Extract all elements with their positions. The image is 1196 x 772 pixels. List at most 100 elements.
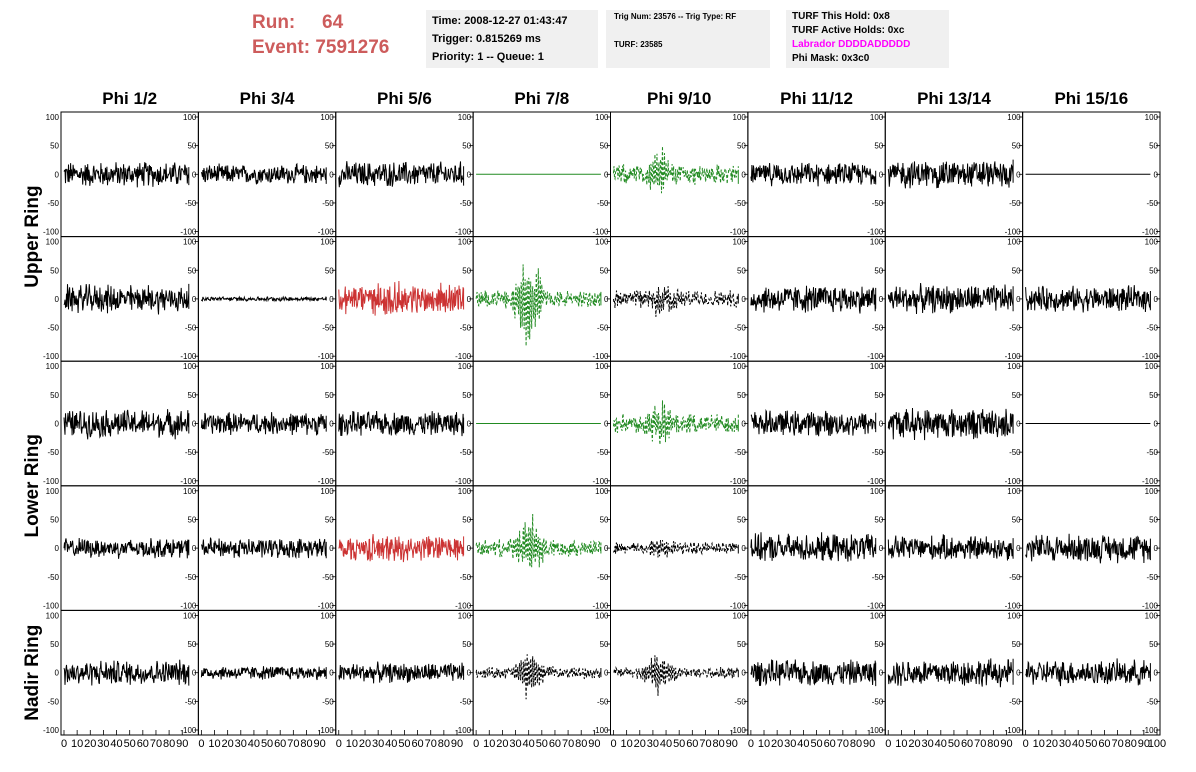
y-tick-label-right: -50 [597, 199, 609, 208]
x-tick-label: 60 [274, 738, 286, 750]
y-tick-label-right: -50 [872, 199, 884, 208]
y-tick-label-right: -50 [460, 448, 472, 457]
x-tick-label: 30 [509, 738, 521, 750]
y-tick-label-right: 50 [737, 266, 746, 275]
y-tick-label-right: 50 [187, 515, 196, 524]
y-tick-label: 100 [46, 487, 60, 496]
x-tick-label: 30 [97, 738, 109, 750]
ring-label-3: Nadir Ring [22, 625, 43, 721]
x-tick-label: 60 [1098, 738, 1110, 750]
y-tick-label-right: -100 [1005, 228, 1022, 237]
x-tick-label: 70 [150, 738, 162, 750]
y-tick-label-right: 100 [1145, 238, 1159, 247]
y-tick-label-right: 0 [329, 170, 334, 179]
y-tick-label-right: -50 [734, 573, 746, 582]
x-tick-label: 60 [686, 738, 698, 750]
x-tick-label: 80 [987, 738, 999, 750]
y-tick-label-right: -50 [872, 448, 884, 457]
y-tick-label-right: -50 [734, 324, 746, 333]
y-tick-label-right: 0 [741, 420, 746, 429]
y-tick-label-right: 100 [458, 611, 472, 620]
y-tick-label-right: 50 [737, 515, 746, 524]
x-tick-label: 20 [908, 738, 920, 750]
trace-r5-c7 [887, 658, 1014, 688]
x-tick-label: 40 [660, 738, 672, 750]
y-tick-label-right: -100 [318, 726, 335, 735]
y-tick-label-right: 100 [458, 487, 472, 496]
trace-r1-c2 [200, 162, 327, 185]
y-tick-label-right: -50 [322, 324, 334, 333]
y-tick-label-right: 50 [1012, 515, 1021, 524]
priority-text: Priority: 1 -- Queue: 1 [432, 51, 544, 63]
labrador-text: Labrador DDDDADDDDD [792, 39, 911, 50]
y-tick-label-right: 0 [467, 295, 472, 304]
trace-r5-c4 [475, 654, 602, 700]
y-tick-label-right: 100 [1007, 362, 1021, 371]
y-tick-label-right: 0 [192, 669, 197, 678]
y-tick-label-right: -50 [322, 448, 334, 457]
y-tick-label-right: -100 [180, 601, 197, 610]
y-tick-label-right: 0 [604, 544, 609, 553]
run-event-box: Run: 64 Event: 7591276 [252, 10, 422, 68]
x-tick-label: 60 [549, 738, 561, 750]
y-tick-label-right: -50 [460, 573, 472, 582]
phi-header-6: Phi 11/12 [780, 89, 853, 108]
turf-active-holds-text: TURF Active Holds: 0xc [792, 25, 905, 36]
x-tick-label: 90 [726, 738, 738, 750]
y-tick-label-right: 50 [1149, 266, 1158, 275]
phi-mask-text: Phi Mask: 0x3c0 [792, 53, 870, 64]
trace-r2-c2 [200, 295, 327, 303]
y-tick-label: 100 [46, 362, 60, 371]
y-tick-label: -50 [47, 573, 59, 582]
trace-r4-c6 [750, 532, 877, 562]
x-tick-label: 60 [411, 738, 423, 750]
y-tick-label-right: -50 [1009, 573, 1021, 582]
x-tick-label: 50 [948, 738, 960, 750]
turf-info-box: TURF This Hold: 0x8 TURF Active Holds: 0… [786, 10, 949, 68]
y-tick-label-right: -50 [322, 697, 334, 706]
y-tick-label-right: 0 [741, 170, 746, 179]
x-tick-label: 60 [961, 738, 973, 750]
trace-r4-c2 [200, 537, 327, 559]
x-tick-label: 70 [837, 738, 849, 750]
y-tick-label-right: 100 [183, 238, 197, 247]
y-tick-label-right: -100 [592, 601, 609, 610]
y-tick-label-right: 0 [1016, 170, 1021, 179]
ring-label-2: Lower Ring [22, 434, 43, 537]
y-tick-label-right: -100 [1005, 601, 1022, 610]
x-tick-label: 100 [1148, 738, 1166, 750]
x-tick-label: 10 [895, 738, 907, 750]
y-tick-label-right: -100 [867, 601, 884, 610]
x-tick-label: 10 [758, 738, 770, 750]
x-tick-label: 50 [261, 738, 273, 750]
y-tick-label-right: -50 [460, 324, 472, 333]
y-tick-label-right: -100 [1005, 477, 1022, 486]
trace-r2-c3 [338, 280, 465, 316]
y-tick-label-right: 50 [325, 142, 334, 151]
y-tick-label-right: -100 [455, 477, 472, 486]
y-tick-label-right: 0 [1016, 420, 1021, 429]
y-tick-label-right: 50 [1149, 142, 1158, 151]
y-tick-label-right: 50 [325, 391, 334, 400]
event-value: 7591276 [315, 37, 390, 58]
y-tick-label: 0 [55, 170, 60, 179]
y-tick-label-right: -100 [1005, 726, 1022, 735]
x-tick-label: 50 [1085, 738, 1097, 750]
trace-r5-c6 [750, 659, 877, 687]
x-tick-label: 60 [824, 738, 836, 750]
x-tick-label: 90 [451, 738, 463, 750]
panel-r5-c5 [610, 609, 749, 736]
x-tick-label: 10 [208, 738, 220, 750]
y-tick-label: -50 [47, 448, 59, 457]
turf-this-hold-text: TURF This Hold: 0x8 [792, 11, 890, 22]
y-tick-label-right: 100 [870, 362, 884, 371]
y-tick-label-right: -50 [185, 448, 197, 457]
trace-r5-c3 [338, 661, 465, 684]
x-tick-label: 90 [863, 738, 875, 750]
trigger-text: Trigger: 0.815269 ms [432, 33, 541, 45]
y-tick-label-right: 100 [183, 611, 197, 620]
x-tick-label: 80 [163, 738, 175, 750]
x-tick-label: 50 [398, 738, 410, 750]
y-tick-label-right: -100 [1142, 726, 1159, 735]
x-tick-label: 90 [1000, 738, 1012, 750]
